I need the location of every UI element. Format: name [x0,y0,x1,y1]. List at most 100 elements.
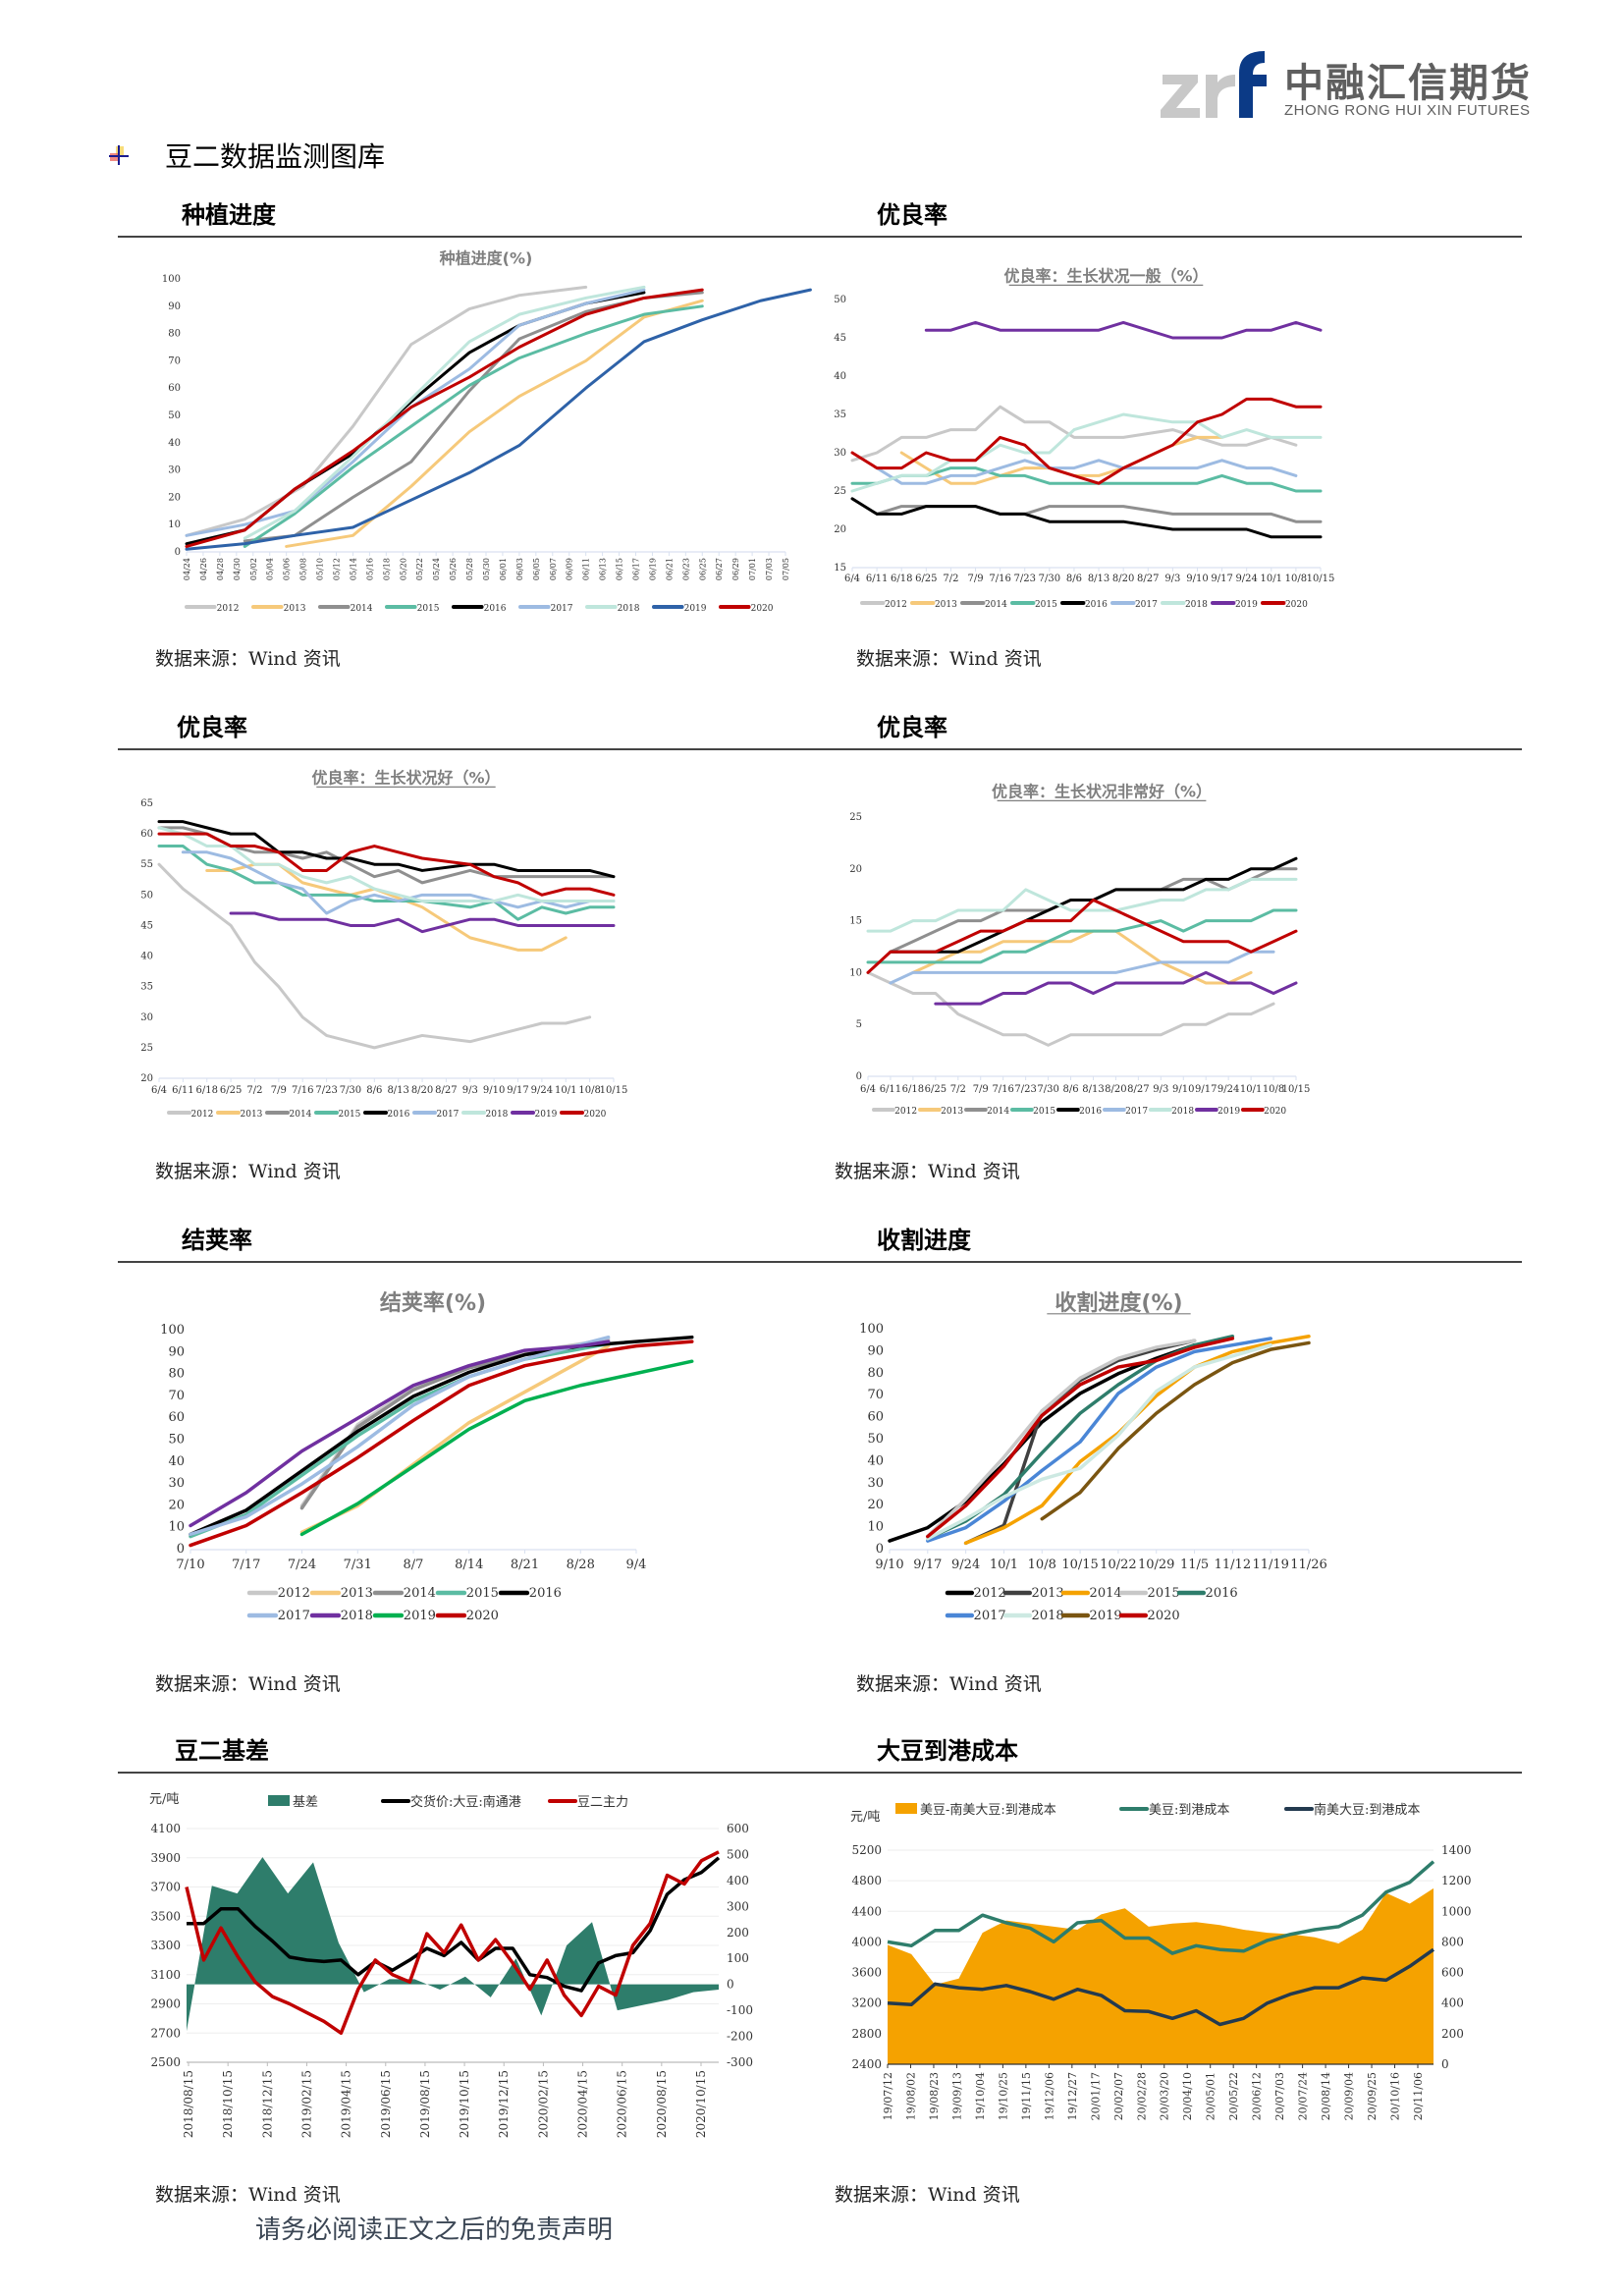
y-right-tick-label: 1400 [1441,1843,1472,1857]
x-tick-label: 05/06 [283,558,292,580]
legend-label: 2018 [1032,1609,1064,1623]
y-tick-label: 20 [834,524,846,535]
series-area-美豆-南美大豆:到港成本 [888,1887,1434,2064]
x-tick-label: 05/22 [415,558,424,580]
legend-label: 2018 [486,1110,509,1120]
x-tick-label: 9/3 [1164,574,1180,584]
legend-item-2017: 2017 [412,1110,460,1120]
y-tick-label: 80 [867,1366,884,1381]
legend-item-2013: 2013 [910,600,957,610]
series-line-2013 [911,929,1253,985]
chart-title: 优良率：生长状况好（%） [311,768,500,787]
data-source: 数据来源：Wind 资讯 [155,648,341,670]
series-line-南美大豆:到港成本 [887,1947,1435,2027]
y-tick-label: 90 [168,301,181,312]
section-header-basis: 豆二基差 [118,1736,820,1774]
x-tick-label: 07/03 [765,558,774,580]
x-tick-label: 7/9 [973,1084,989,1095]
x-tick-label: 10/8 [1028,1558,1056,1572]
legend-item-2017: 2017 [945,1609,1006,1623]
x-tick-label: 04/28 [216,558,225,580]
legend-label: 2018 [618,604,640,614]
legend-item-2013: 2013 [918,1107,963,1117]
x-tick-label: 8/13 [1088,574,1109,584]
legend-item-2018: 2018 [309,1609,373,1623]
x-tick-label: 20/07/03 [1273,2072,1286,2120]
x-tick-label: 6/11 [880,1084,901,1095]
series-line-2012 [157,862,592,1050]
legend-label: 2016 [1206,1586,1238,1601]
series-line-2012 [850,405,1298,463]
chart-planting-progress: 种植进度(%) 0 10 20 30 40 50 60 70 80 90 100 04/24 04/26 0… [137,246,812,619]
x-tick-label: 20/01/17 [1089,2072,1102,2120]
disclaimer-footer: 请务必阅读正文之后的免责声明 [255,2215,614,2245]
legend-label: 2020 [751,604,774,614]
legend-label: 2020 [1148,1609,1180,1623]
x-tick-label: 6/25 [220,1085,242,1096]
legend-label: 美豆:到港成本 [1149,1803,1229,1818]
x-tick-label: 10/1 [555,1085,576,1096]
x-tick-label: 11/19 [1252,1558,1288,1572]
series-line-2015 [243,304,704,548]
x-tick-label: 2018/10/15 [221,2070,235,2138]
legend-item-2014: 2014 [318,604,373,614]
x-tick-label: 10/1 [1261,574,1282,584]
data-source: 数据来源：Wind 资讯 [155,1161,341,1182]
y-tick-label: 45 [140,920,153,931]
data-source: 数据来源：Wind 资讯 [856,648,1042,670]
series-line-2015 [157,845,616,921]
y-tick-label: 10 [168,519,181,530]
x-tick-label: 8/27 [435,1085,457,1096]
y-tick-label: 0 [876,1542,884,1557]
page-title: 豆二数据监测图库 [165,140,386,173]
series-line-2020 [185,288,704,548]
legend-label: 2013 [941,1107,963,1117]
legend-label: 2020 [1264,1107,1286,1117]
section-title: 结荚率 [182,1227,252,1254]
chart-soybean2-basis: 元/吨 2500 2700 2900 3100 3300 3500 3700 3900 4100 -… [137,1777,776,2160]
x-tick-label: 20/05/01 [1205,2072,1217,2120]
legend-label: 2016 [1079,1107,1102,1117]
series-line-2019 [924,320,1323,340]
x-tick-label: 8/6 [1066,574,1082,584]
legend-item-2015: 2015 [314,1110,361,1120]
y-right-tick-label: -200 [727,2030,753,2044]
series-line-2020 [850,397,1323,485]
legend-label: 2015 [339,1110,361,1120]
data-source: 数据来源：Wind 资讯 [835,1161,1020,1182]
legend-item-2020: 2020 [1241,1107,1286,1117]
legend-label: 2017 [551,604,573,614]
legend-label: 2014 [1090,1586,1122,1601]
x-tick-label: 07/01 [748,558,757,580]
x-tick-label: 9/4 [626,1558,647,1572]
x-tick-label: 7/23 [315,1085,337,1096]
x-tick-label: 7/16 [292,1085,313,1096]
legend-label: 2019 [684,604,707,614]
legend-label: 2012 [894,1107,917,1117]
y-tick-label: 10 [867,1520,884,1535]
legend-item-豆二主力: 豆二主力 [548,1795,628,1810]
y-right-tick-label: -300 [727,2055,753,2069]
chart-condition-excellent: 优良率：生长状况非常好（%） 0 5 10 15 20 25 6/4 6/11 6/18 6/25 7… [835,766,1512,1129]
y-right-tick-label: 200 [1441,2027,1464,2041]
legend-label: 2019 [404,1609,436,1623]
section-header-harvest: 收割进度 [820,1226,1522,1263]
x-tick-label: 06/13 [599,558,608,580]
legend-item-2015: 2015 [385,604,440,614]
unit-label: 元/吨 [149,1792,179,1807]
series-line-2016 [926,1334,1235,1541]
y-tick-label: 60 [140,829,153,840]
y-right-tick-label: 600 [1441,1966,1464,1980]
y-tick-label: 10 [849,967,862,978]
x-tick-label: 2020/02/15 [536,2070,550,2138]
x-tick-label: 19/12/27 [1066,2072,1079,2120]
x-tick-label: 9/3 [1153,1084,1168,1095]
x-tick-label: 05/28 [465,558,474,580]
x-tick-label: 05/12 [333,558,342,580]
legend-item-2020: 2020 [719,604,774,614]
y-left-tick-label: 3900 [150,1851,181,1865]
legend-item-2020: 2020 [435,1609,499,1623]
x-tick-label: 8/14 [455,1558,483,1572]
y-tick-label: 0 [856,1071,862,1082]
y-right-tick-label: 600 [727,1822,749,1835]
